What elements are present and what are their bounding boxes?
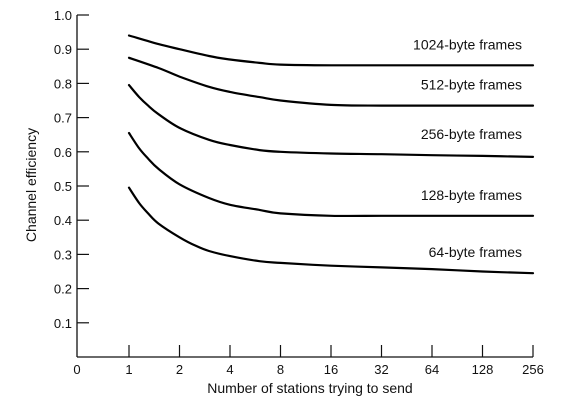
series-label: 512-byte frames (421, 77, 522, 93)
series-group: 1024-byte frames 512-byte frames 256-byte … (127, 34, 535, 275)
y-tick-label: 0.5 (54, 179, 72, 194)
x-tick-label: 128 (472, 362, 494, 377)
y-tick-label: 0.6 (54, 145, 72, 160)
series-line-128 (127, 131, 535, 218)
x-tick-label: 1 (125, 362, 132, 377)
series-line-64 (127, 186, 535, 275)
x-tick-label: 8 (277, 362, 284, 377)
x-tick-label: 16 (324, 362, 338, 377)
x-tick-label: 2 (176, 362, 183, 377)
x-tick-label: 256 (522, 362, 544, 377)
series-line-512 (127, 56, 535, 107)
series-label: 128-byte frames (421, 187, 522, 203)
axes: 0.1 0.2 0.3 0.4 0.5 0.6 0.7 0.8 0.9 1.0 0 1 2 4 8 16 32 6… (54, 8, 544, 377)
series-label: 1024-byte frames (413, 36, 522, 52)
y-tick-label: 0.9 (54, 42, 72, 57)
series-label: 256-byte frames (421, 126, 522, 142)
y-tick-label: 0.4 (54, 213, 72, 228)
y-tick-label: 1.0 (54, 8, 72, 23)
x-axis-title: Number of stations trying to send (207, 380, 412, 396)
x-tick-label: 32 (374, 362, 388, 377)
y-tick-label: 0.8 (54, 76, 72, 91)
y-tick-label: 0.7 (54, 111, 72, 126)
series-line-256 (127, 84, 535, 158)
y-tick-label: 0.3 (54, 247, 72, 262)
series-label: 64-byte frames (429, 244, 522, 260)
x-tick-label: 0 (73, 362, 80, 377)
series-line-1024 (127, 34, 535, 67)
x-tick-label: 64 (425, 362, 439, 377)
y-tick-label: 0.1 (54, 316, 72, 331)
y-axis-title: Channel efficiency (23, 128, 39, 242)
y-tick-label: 0.2 (54, 282, 72, 297)
x-tick-label: 4 (226, 362, 233, 377)
